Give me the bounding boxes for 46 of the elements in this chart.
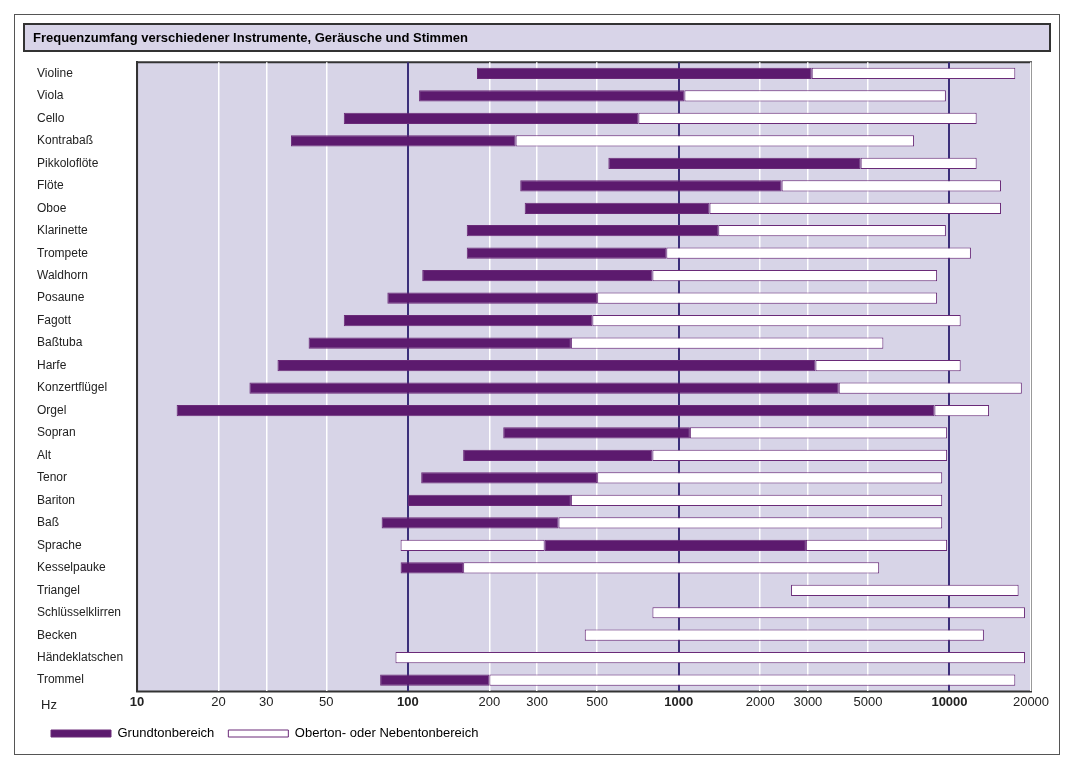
x-tick-label: 5000: [853, 693, 883, 709]
x-tick-label: 200: [478, 693, 501, 709]
y-tick-label: Konzertflügel: [37, 380, 108, 395]
y-tick-label: Schlüsselklirren: [37, 605, 122, 620]
y-tick-label: Baßtuba: [37, 335, 83, 350]
x-tick-label: 2000: [745, 693, 775, 709]
y-tick-label: Kontrabaß: [37, 133, 94, 148]
y-tick-label: Posaune: [37, 290, 85, 305]
y-tick-label: Becken: [37, 627, 78, 642]
x-tick-label: 10000: [931, 693, 968, 709]
x-tick-label: 50: [319, 693, 334, 709]
y-tick-label: Oboe: [37, 200, 67, 215]
y-tick-label: Bariton: [37, 492, 76, 507]
x-tick-label: 20: [211, 693, 226, 709]
y-tick-label: Fagott: [37, 312, 72, 327]
x-tick-label: 500: [586, 693, 608, 709]
x-tick-label: 30: [259, 693, 274, 709]
x-tick-label: 1000: [664, 693, 694, 709]
y-tick-label: Viola: [37, 88, 64, 103]
x-tick-label: 20000: [1012, 693, 1050, 709]
y-tick-label: Trompete: [37, 245, 89, 260]
x-tick-label: 3000: [793, 693, 823, 709]
x-tick-label: 10: [129, 693, 145, 709]
y-tick-label: Orgel: [37, 402, 67, 417]
y-tick-label: Violine: [37, 65, 74, 80]
legend-label: Oberton- oder Nebentonbereich: [294, 725, 479, 741]
y-tick-label: Triangel: [37, 582, 80, 597]
y-tick-label: Flöte: [37, 178, 64, 193]
y-tick-label: Kesselpauke: [37, 560, 107, 575]
y-tick-label: Baß: [37, 515, 60, 530]
y-tick-label: Pikkoloflöte: [37, 155, 99, 170]
x-tick-label: 300: [526, 693, 548, 709]
y-tick-label: Harfe: [37, 357, 67, 372]
y-tick-label: Sopran: [37, 425, 76, 440]
y-tick-label: Tenor: [37, 470, 68, 485]
legend-label: Grundtonbereich: [117, 725, 215, 741]
y-tick-label: Alt: [37, 447, 52, 462]
x-tick-label: 100: [397, 693, 419, 709]
y-tick-label: Klarinette: [37, 223, 89, 238]
y-tick-label: Trommel: [37, 672, 84, 687]
y-tick-label: Sprache: [37, 537, 83, 552]
chart-title: Frequenzumfang verschiedener Instrumente, Geräusche und Stimmen: [23, 23, 1051, 52]
y-tick-label: Händeklatschen: [37, 650, 124, 665]
x-axis-title: Hz: [41, 696, 57, 712]
y-tick-label: Cello: [37, 110, 65, 125]
y-tick-label: Waldhorn: [37, 267, 88, 282]
